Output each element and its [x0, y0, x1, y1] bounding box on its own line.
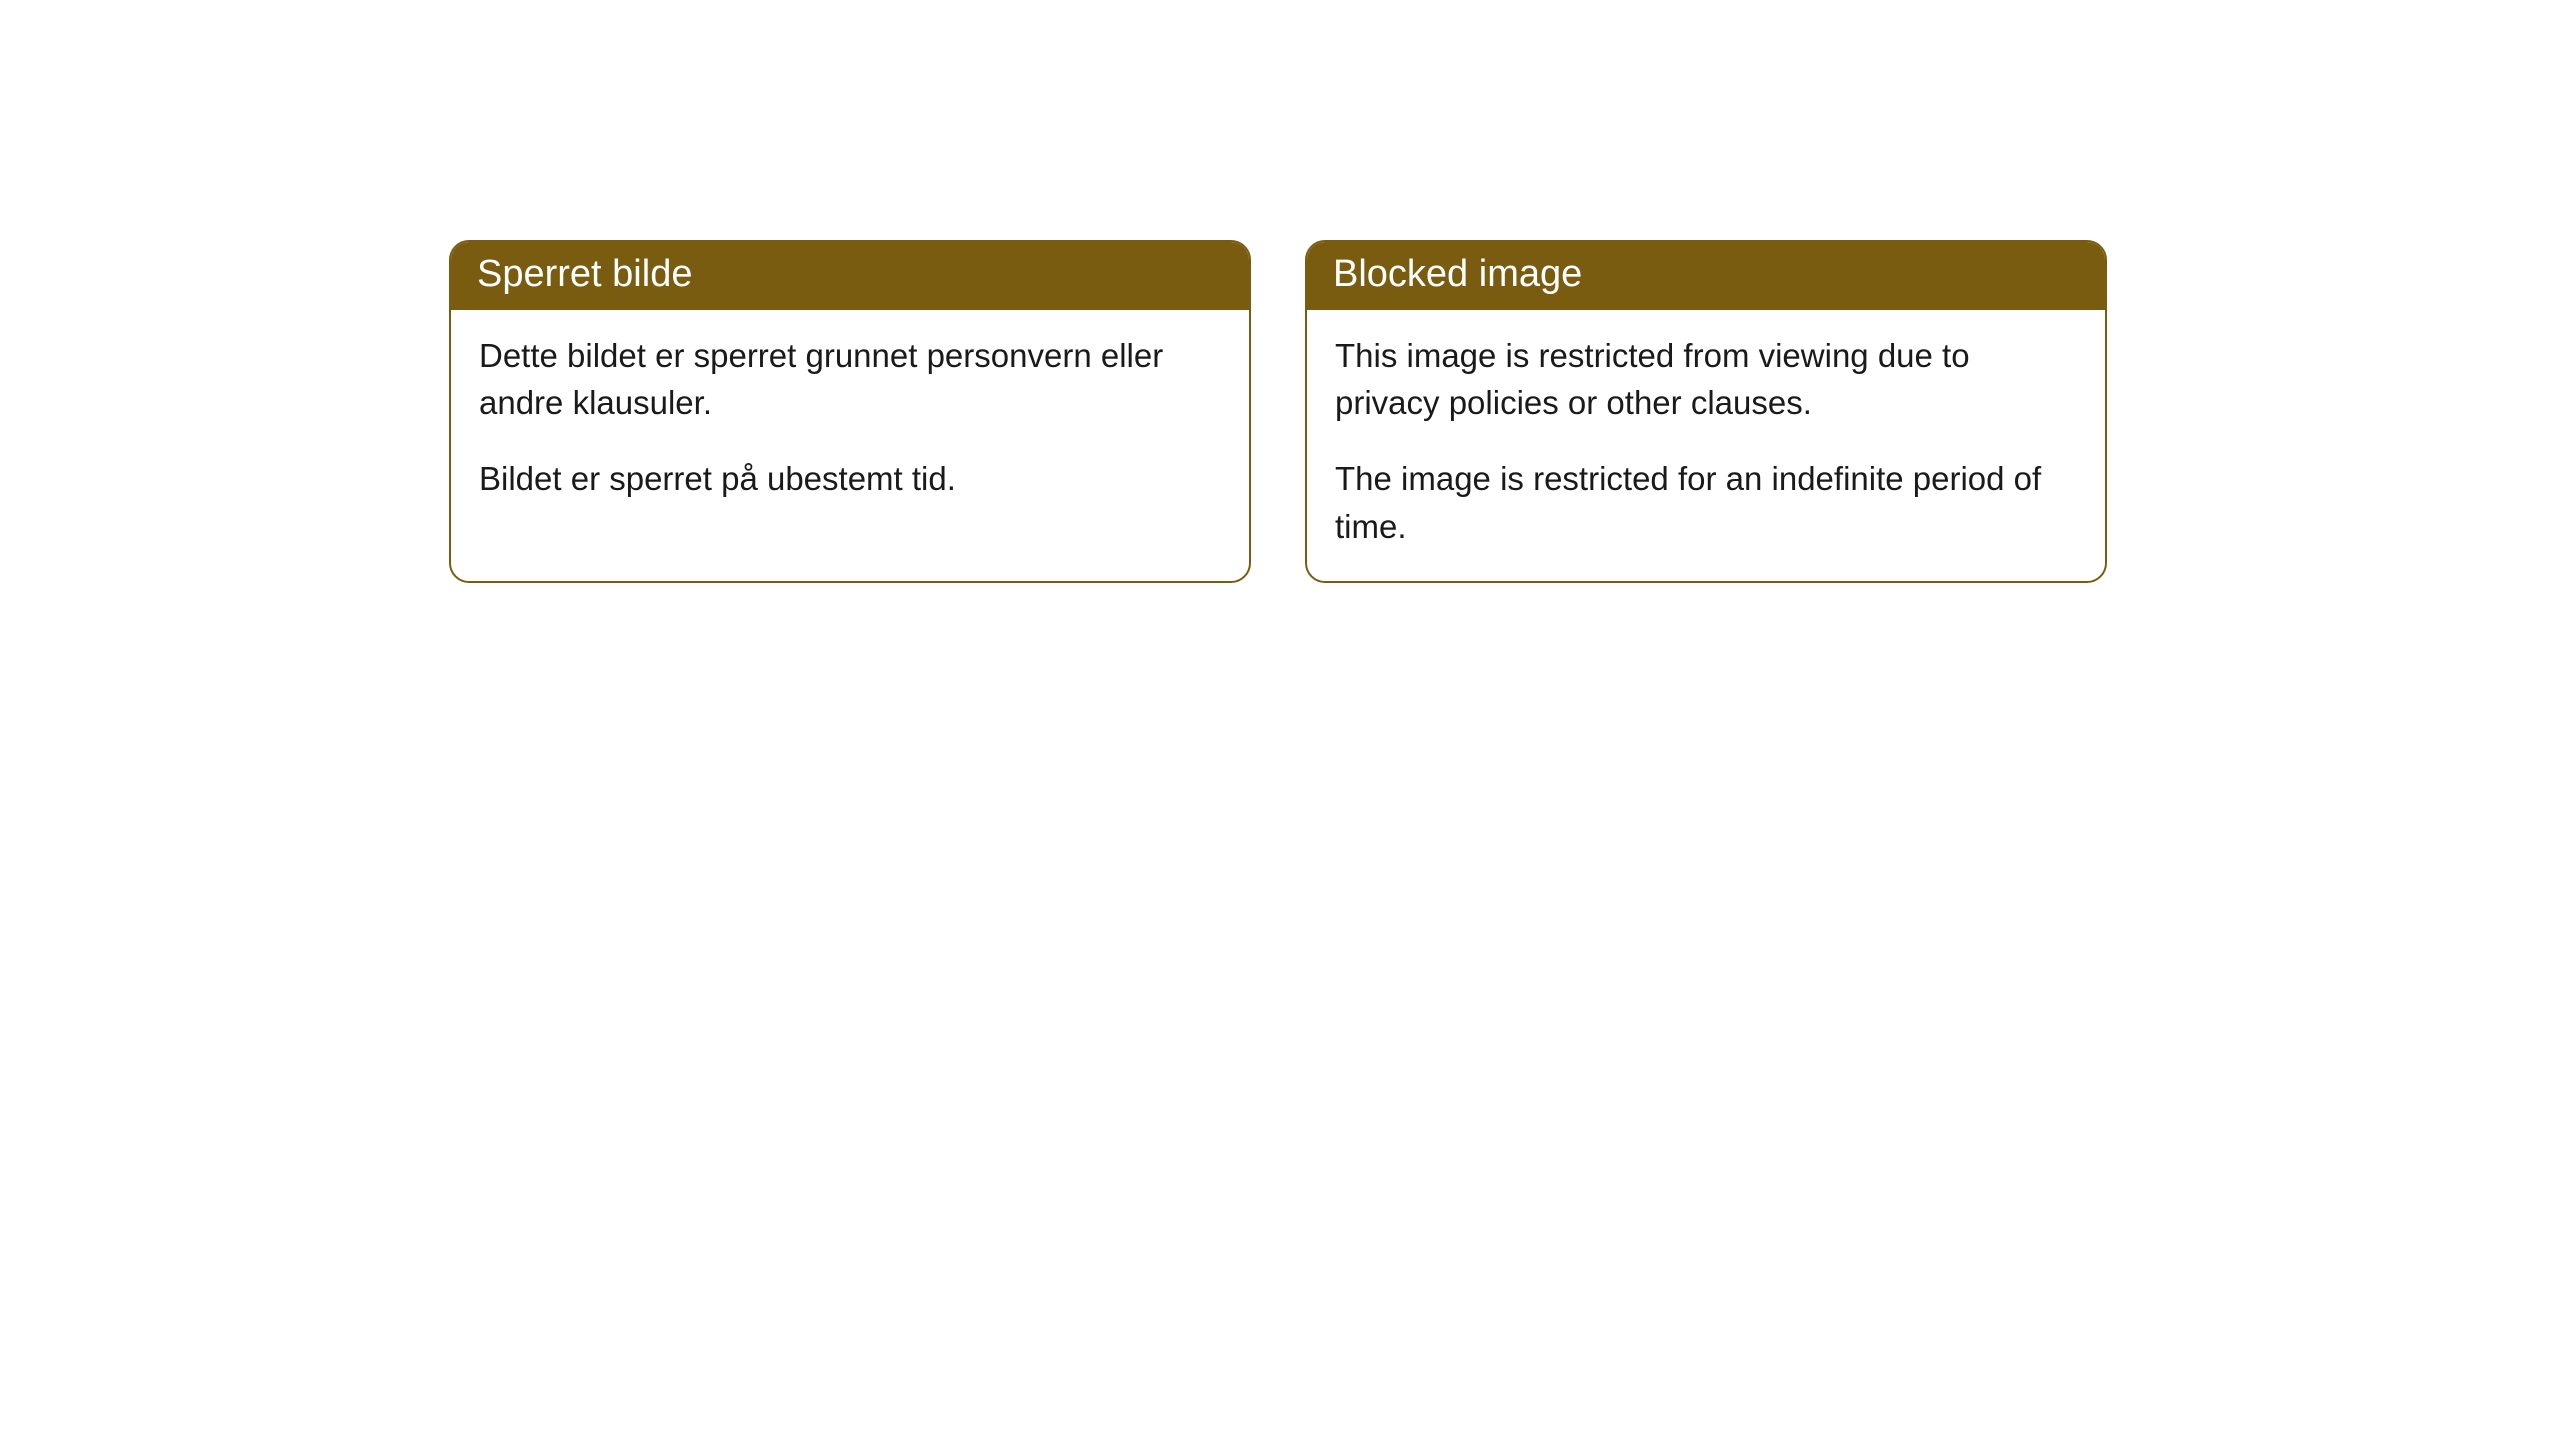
card-title: Blocked image: [1333, 253, 1582, 295]
card-body-english: This image is restricted from viewing du…: [1307, 310, 2105, 581]
card-header-english: Blocked image: [1307, 242, 2105, 310]
card-paragraph-2: Bildet er sperret på ubestemt tid.: [479, 455, 1221, 503]
card-paragraph-2: The image is restricted for an indefinit…: [1335, 455, 2077, 551]
notice-cards-container: Sperret bilde Dette bildet er sperret gr…: [449, 240, 2107, 583]
card-paragraph-1: Dette bildet er sperret grunnet personve…: [479, 332, 1221, 428]
card-title: Sperret bilde: [477, 253, 692, 295]
card-header-norwegian: Sperret bilde: [451, 242, 1249, 310]
card-paragraph-1: This image is restricted from viewing du…: [1335, 332, 2077, 428]
notice-card-norwegian: Sperret bilde Dette bildet er sperret gr…: [449, 240, 1251, 583]
card-body-norwegian: Dette bildet er sperret grunnet personve…: [451, 310, 1249, 534]
notice-card-english: Blocked image This image is restricted f…: [1305, 240, 2107, 583]
